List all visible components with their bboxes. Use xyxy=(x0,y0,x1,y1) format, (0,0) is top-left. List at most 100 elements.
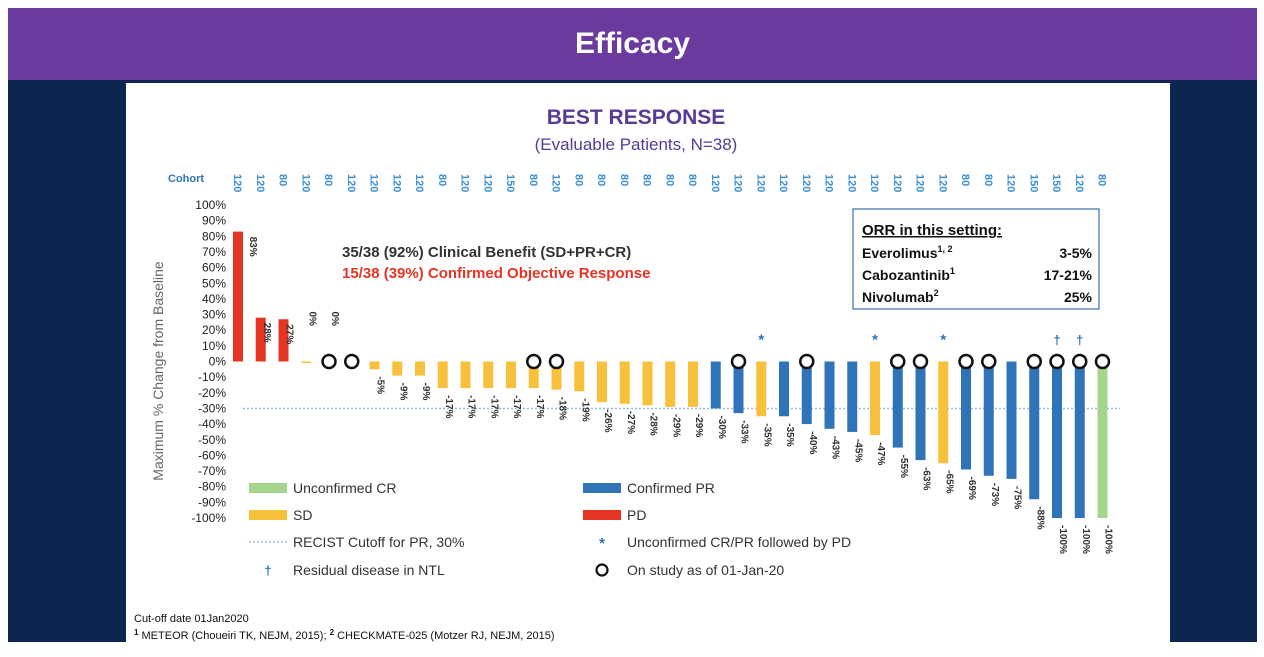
legend-item: Unconfirmed CR xyxy=(249,480,396,496)
bar xyxy=(961,361,971,470)
y-tick-label: -40% xyxy=(198,417,226,431)
orr-row-value: 3-5% xyxy=(1059,245,1092,261)
cohort-value: 120 xyxy=(231,174,243,192)
bar xyxy=(483,361,494,389)
orr-box-border xyxy=(852,208,1100,310)
residual-dagger: † xyxy=(1076,333,1083,348)
cohort-value: 120 xyxy=(845,174,857,192)
bar xyxy=(870,361,880,436)
bar-value-label: -30% xyxy=(716,415,727,438)
cohort-value: 120 xyxy=(390,174,402,192)
cohort-value: 80 xyxy=(663,174,675,186)
orr-row-value: 25% xyxy=(1064,289,1093,305)
bars xyxy=(233,231,1108,518)
cohort-value: 80 xyxy=(618,174,630,186)
unconfirmed-asterisk: * xyxy=(940,332,946,349)
bar xyxy=(688,361,698,407)
bar xyxy=(506,361,516,389)
bar-value-label: -18% xyxy=(557,397,568,420)
bar xyxy=(392,361,403,376)
bar xyxy=(938,361,949,464)
cohort-value: 120 xyxy=(868,174,880,192)
bar xyxy=(619,361,630,404)
cohort-value: 120 xyxy=(459,174,471,192)
bar xyxy=(1074,361,1085,518)
footnote-references: 1 METEOR (Choueiri TK, NEJM, 2015); 2 CH… xyxy=(134,628,555,642)
legend-swatch xyxy=(249,510,287,520)
cohort-value: 80 xyxy=(959,174,971,186)
legend-swatch xyxy=(249,483,287,493)
bar xyxy=(983,361,994,476)
bar xyxy=(1052,361,1062,518)
bar-value-label: -27% xyxy=(625,411,636,434)
bar xyxy=(528,361,539,389)
legend-label: Unconfirmed CR/PR followed by PD xyxy=(627,534,851,550)
legend-circle-icon xyxy=(595,563,609,577)
y-tick-label: -90% xyxy=(198,495,226,509)
bar xyxy=(1006,361,1017,479)
bar xyxy=(892,361,903,448)
orr-row-drug: Cabozantinib1 xyxy=(862,266,955,283)
legend-label: RECIST Cutoff for PR, 30% xyxy=(293,534,464,550)
y-tick-label: 70% xyxy=(202,245,226,259)
cohort-value: 80 xyxy=(572,174,584,186)
y-tick-label: 10% xyxy=(202,339,226,353)
cohort-value: 120 xyxy=(777,174,789,192)
orr-box-title: ORR in this setting: xyxy=(862,222,1002,239)
chart-panel: BEST RESPONSE (Evaluable Patients, N=38)… xyxy=(126,83,1170,648)
y-tick-label: -80% xyxy=(198,480,226,494)
bar-value-label: 0% xyxy=(329,312,340,327)
bar xyxy=(233,231,243,362)
cohort-value: 80 xyxy=(1096,174,1108,186)
bar xyxy=(915,361,926,461)
bar-value-label: -45% xyxy=(852,439,863,462)
bar-value-label: -69% xyxy=(966,476,977,499)
on-study-circle xyxy=(526,353,542,370)
cohort-value: 80 xyxy=(527,174,539,186)
orr-row-drug: Everolimus1, 2 xyxy=(862,244,953,261)
on-study-circle xyxy=(321,353,337,370)
cohort-value: 80 xyxy=(982,174,994,186)
legend-item: On study as of 01-Jan-20 xyxy=(595,562,784,578)
cohort-value: 120 xyxy=(754,174,766,192)
legend-label: Unconfirmed CR xyxy=(293,480,396,496)
bar-value-label: -100% xyxy=(1080,525,1091,554)
bar xyxy=(551,361,562,390)
bar-value-label: -63% xyxy=(921,467,932,490)
bar xyxy=(1029,361,1040,500)
chart-subtitle: (Evaluable Patients, N=38) xyxy=(535,135,738,154)
bar-value-label: -47% xyxy=(875,442,886,465)
orr-box: ORR in this setting: Everolimus1, 2 3-5% C… xyxy=(852,208,1100,310)
bar xyxy=(779,361,789,417)
cohort-label: Cohort xyxy=(168,173,204,185)
bar xyxy=(460,361,471,389)
bar-value-label: 28% xyxy=(261,323,272,343)
cohort-labels: 120 120 80 120 80 120 120 120 120 80 120 120 150 80 12… xyxy=(231,174,1108,192)
on-study-circle xyxy=(1072,353,1088,370)
bar-value-label: -9% xyxy=(420,383,431,401)
legend-label: PD xyxy=(627,507,646,523)
waterfall-chart: BEST RESPONSE (Evaluable Patients, N=38)… xyxy=(134,106,1121,642)
cohort-value: 120 xyxy=(891,174,903,192)
legend-item: PD xyxy=(583,507,646,523)
bar-value-label: -55% xyxy=(898,455,909,478)
bar xyxy=(301,361,312,363)
legend: Unconfirmed CR Confirmed PR SD PD RECIST Cut… xyxy=(249,480,851,578)
legend-dagger-icon: † xyxy=(264,563,271,578)
on-study-circle xyxy=(890,353,906,370)
bar xyxy=(1097,361,1108,518)
on-study-circle xyxy=(344,353,360,370)
bar xyxy=(756,361,767,417)
bar-value-label: -19% xyxy=(579,398,590,421)
cohort-value: 150 xyxy=(1050,174,1062,192)
on-study-circle xyxy=(1026,353,1042,370)
bar-value-label: -100% xyxy=(1103,525,1114,554)
bar-value-label: -17% xyxy=(511,395,522,418)
y-tick-label: -100% xyxy=(191,511,226,525)
bar-value-label: -33% xyxy=(739,420,750,443)
clinical-benefit-annotation: 35/38 (92%) Clinical Benefit (SD+PR+CR) xyxy=(342,244,631,261)
bar xyxy=(733,361,744,414)
header-bar: Efficacy xyxy=(8,8,1257,80)
cohort-value: 120 xyxy=(299,174,311,192)
